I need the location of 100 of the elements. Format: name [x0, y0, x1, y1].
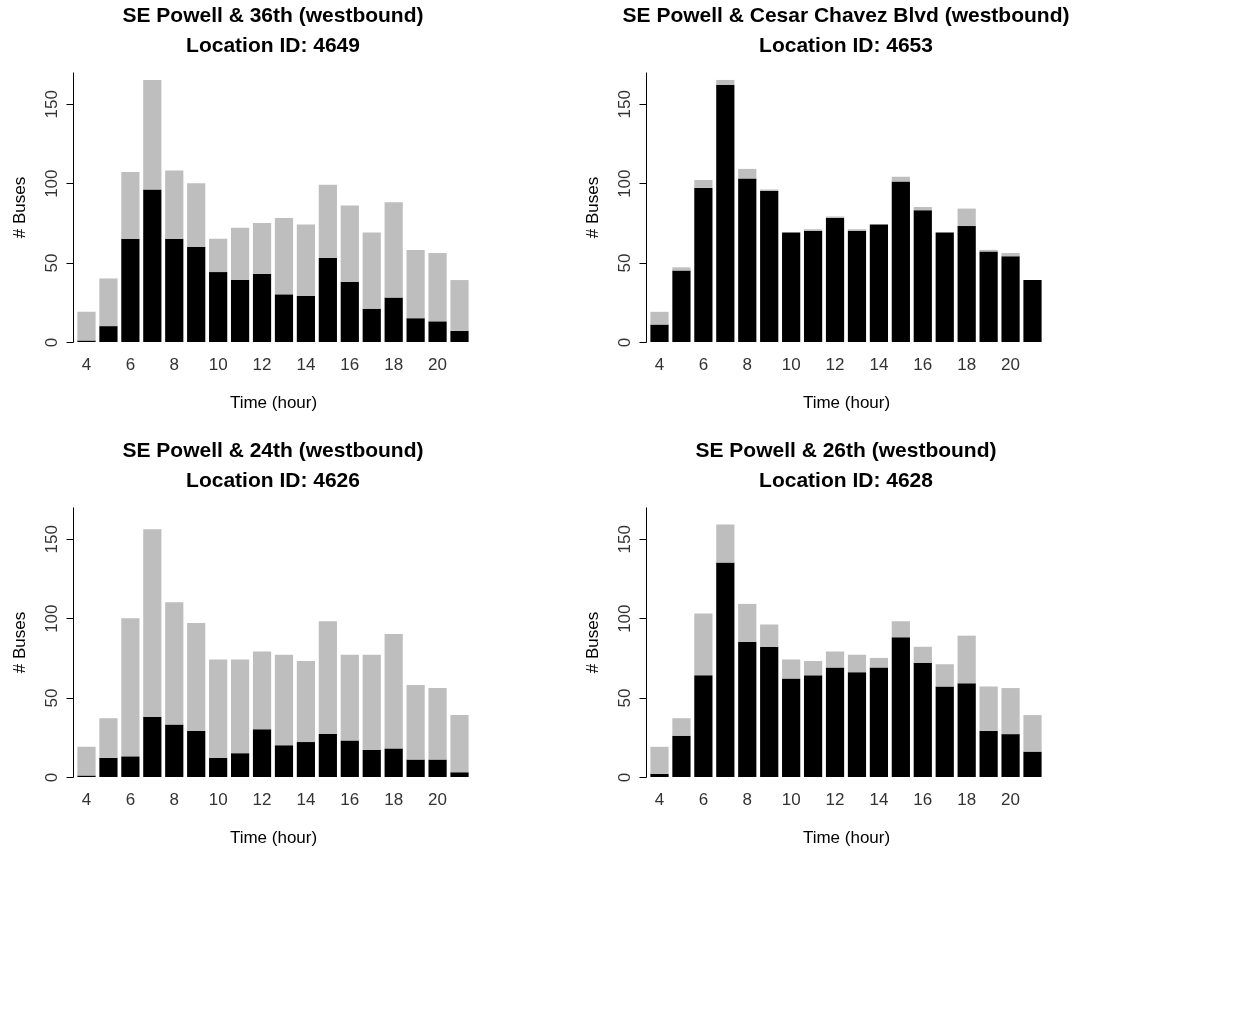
y-tick-label: 150: [614, 525, 634, 554]
bar: [406, 759, 425, 777]
bar: [847, 654, 867, 673]
bar: [209, 238, 228, 273]
x-tick-label: 8: [742, 789, 752, 809]
bar: [252, 222, 272, 274]
bar: [760, 646, 779, 777]
y-tick-label: 100: [41, 169, 61, 198]
bar: [252, 273, 272, 342]
x-tick-label: 12: [825, 789, 845, 809]
bar: [274, 654, 294, 746]
x-tick-label: 8: [742, 354, 752, 374]
bar: [672, 735, 691, 777]
x-tick-label: 8: [169, 789, 179, 809]
bar: [825, 667, 845, 777]
y-tick-label: 0: [41, 772, 61, 783]
bar: [869, 657, 889, 668]
bar: [121, 238, 140, 342]
bar: [979, 251, 998, 342]
x-tick-label: 10: [781, 354, 801, 374]
bar: [296, 295, 316, 342]
bar: [165, 238, 184, 342]
bar: [428, 688, 447, 760]
chart-subtitle: Location ID: 4653: [759, 33, 933, 56]
bar: [340, 281, 359, 342]
bar: [738, 168, 757, 179]
x-tick-label: 20: [428, 789, 448, 809]
bar: [362, 654, 381, 750]
bar: [450, 772, 469, 777]
bar: [318, 734, 337, 777]
bar: [869, 224, 889, 342]
bar: [318, 621, 337, 735]
bar: [1001, 253, 1020, 257]
chart-title: SE Powell & Cesar Chavez Blvd (westbound): [622, 3, 1070, 26]
x-tick-label: 18: [957, 354, 977, 374]
x-tick-label: 14: [296, 789, 316, 809]
bar: [187, 730, 206, 777]
y-tick-label: 100: [614, 604, 634, 633]
bar: [957, 635, 976, 684]
bar: [165, 602, 184, 725]
bar: [847, 230, 867, 342]
y-axis-title: # Buses: [582, 611, 602, 674]
bar: [979, 730, 998, 777]
x-tick-label: 12: [252, 789, 272, 809]
bar: [77, 311, 96, 341]
y-tick-label: 50: [614, 253, 634, 273]
bar: [143, 79, 162, 190]
bar: [1001, 688, 1020, 735]
x-tick-label: 8: [169, 354, 179, 374]
x-tick-label: 12: [252, 354, 272, 374]
bar: [121, 618, 140, 757]
bar: [209, 272, 228, 342]
x-axis-title: Time (hour): [802, 392, 891, 412]
x-axis-title: Time (hour): [229, 392, 318, 412]
x-tick-label: 10: [208, 354, 228, 374]
y-tick-label: 150: [41, 525, 61, 554]
bar: [716, 524, 735, 563]
bar: [230, 280, 250, 342]
chart-subtitle: Location ID: 4649: [186, 33, 360, 56]
bar: [450, 280, 469, 331]
bar: [428, 321, 447, 342]
bar: [913, 210, 932, 342]
x-tick-label: 4: [81, 789, 92, 809]
x-tick-label: 20: [1001, 789, 1021, 809]
bar: [891, 176, 910, 182]
x-tick-label: 18: [384, 789, 404, 809]
bar: [1001, 256, 1020, 342]
bar: [694, 187, 713, 342]
bar: [143, 189, 162, 342]
bar: [957, 683, 976, 777]
bar: [1023, 751, 1042, 777]
y-axis-title: # Buses: [9, 176, 29, 239]
chart-title: SE Powell & 36th (westbound): [122, 3, 424, 26]
x-axis-title: Time (hour): [802, 827, 891, 847]
y-tick-label: 0: [614, 772, 634, 783]
bar: [230, 753, 250, 777]
y-axis-title: # Buses: [582, 176, 602, 239]
bar: [296, 661, 316, 743]
x-tick-label: 16: [913, 789, 933, 809]
bar: [738, 178, 757, 342]
x-tick-label: 16: [340, 789, 360, 809]
bar: [340, 205, 359, 282]
bar: [694, 613, 713, 676]
bar: [782, 232, 801, 342]
bar: [318, 184, 337, 258]
chart-title: SE Powell & 26th (westbound): [695, 438, 997, 461]
bar: [935, 686, 954, 777]
x-tick-label: 20: [1001, 354, 1021, 374]
bar: [406, 684, 425, 760]
bar: [760, 191, 779, 342]
bar: [296, 742, 316, 777]
bar: [99, 278, 118, 327]
bar: [738, 603, 757, 642]
bar: [296, 224, 316, 296]
chart-title: SE Powell & 24th (westbound): [122, 438, 424, 461]
bar: [450, 330, 469, 342]
bar: [362, 232, 381, 309]
x-tick-label: 16: [340, 354, 360, 374]
bar: [935, 664, 954, 687]
bar: [957, 226, 976, 342]
